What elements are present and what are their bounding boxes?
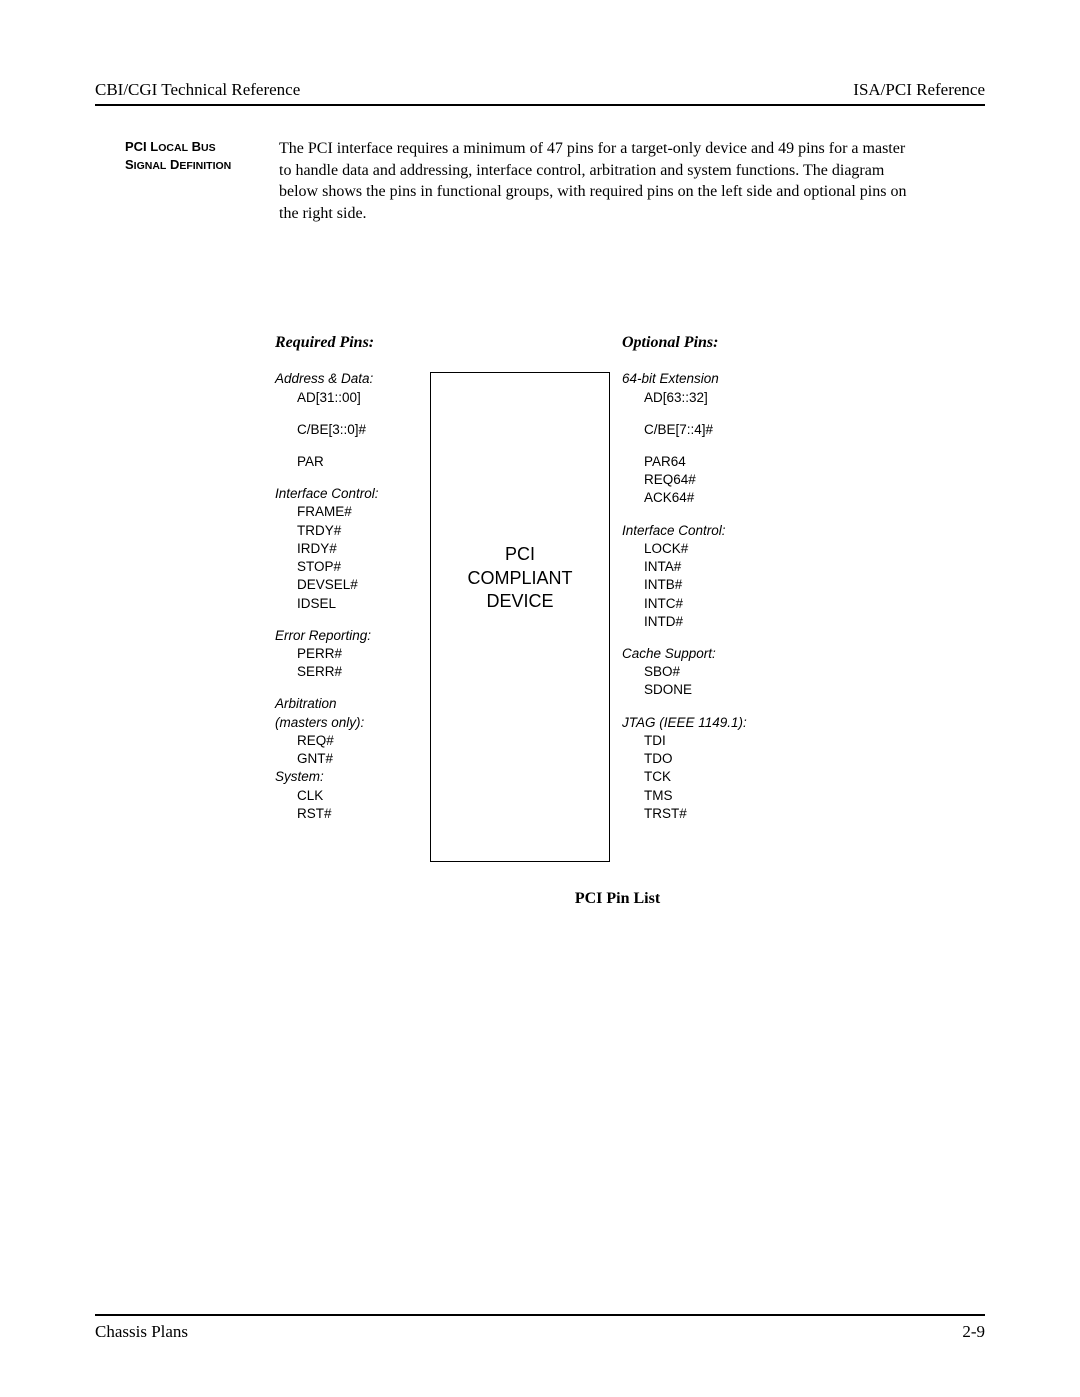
pin: INTB# [622,576,780,594]
section-sidebar: PCI LOCAL BUS SIGNAL DEFINITION [125,138,265,224]
pin: TRDY# [275,522,430,540]
optional-pins-column: Optional Pins: 64-bit Extension AD[63::3… [610,334,780,823]
footer-rule [95,1314,985,1316]
pin: INTD# [622,613,780,631]
pin: ACK64# [622,489,780,507]
pin: SDONE [622,681,780,699]
pin: LOCK# [622,540,780,558]
pin: PAR64 [622,453,780,471]
right-g4-title: JTAG (IEEE 1149.1): [622,714,780,732]
pin: INTC# [622,595,780,613]
t1a: PCI L [125,139,158,154]
pin: REQ64# [622,471,780,489]
left-g4-title1: Arbitration [275,695,430,713]
footer-left: Chassis Plans [95,1322,188,1342]
t2b: IGNAL [134,160,167,172]
pin: INTA# [622,558,780,576]
pci-pin-diagram: Required Pins: Address & Data: AD[31::00… [275,334,985,862]
required-heading: Required Pins: [275,334,430,352]
pci-device-box: PCI COMPLIANT DEVICE [430,372,610,862]
pin: DEVSEL# [275,576,430,594]
t1b: OCAL [158,142,188,154]
pin: GNT# [275,750,430,768]
diagram-caption: PCI Pin List [275,890,780,908]
pin: STOP# [275,558,430,576]
pin: PERR# [275,645,430,663]
pin: IRDY# [275,540,430,558]
pin: IDSEL [275,595,430,613]
pin: PAR [275,453,430,471]
pin: TRST# [622,805,780,823]
left-g1-title: Address & Data: [275,370,430,388]
box-line3: DEVICE [486,590,553,613]
pin: AD[31::00] [275,389,430,407]
t1d: US [201,142,216,154]
t2a: S [125,157,134,172]
pin: TDO [622,750,780,768]
left-g5-title: System: [275,768,430,786]
pin: AD[63::32] [622,389,780,407]
box-line2: COMPLIANT [467,567,572,590]
right-g2-title: Interface Control: [622,522,780,540]
pin: TCK [622,768,780,786]
content-block: PCI LOCAL BUS SIGNAL DEFINITION The PCI … [95,138,985,224]
section-title: PCI LOCAL BUS SIGNAL DEFINITION [125,138,265,173]
pin: CLK [275,787,430,805]
t2c: D [166,157,179,172]
diagram-wrap: Required Pins: Address & Data: AD[31::00… [95,334,985,908]
pin: REQ# [275,732,430,750]
pin: RST# [275,805,430,823]
header-right: ISA/PCI Reference [853,80,985,100]
optional-heading: Optional Pins: [622,334,780,352]
t2d: EFINITION [179,160,231,172]
right-g3-title: Cache Support: [622,645,780,663]
page-footer: Chassis Plans 2-9 [95,1314,985,1342]
pin: C/BE[3::0]# [275,421,430,439]
pin: FRAME# [275,503,430,521]
required-pins-column: Required Pins: Address & Data: AD[31::00… [275,334,430,823]
footer-right: 2-9 [962,1322,985,1342]
pin: TMS [622,787,780,805]
left-g4-title2: (masters only): [275,714,430,732]
box-line1: PCI [505,543,535,566]
pin: C/BE[7::4]# [622,421,780,439]
header-left: CBI/CGI Technical Reference [95,80,300,100]
pin: TDI [622,732,780,750]
page-header: CBI/CGI Technical Reference ISA/PCI Refe… [95,80,985,100]
pin: SERR# [275,663,430,681]
section-body: The PCI interface requires a minimum of … [279,138,919,224]
right-g1-title: 64-bit Extension [622,370,780,388]
t1c: B [188,139,201,154]
left-g2-title: Interface Control: [275,485,430,503]
header-rule [95,104,985,106]
pin: SBO# [622,663,780,681]
left-g3-title: Error Reporting: [275,627,430,645]
